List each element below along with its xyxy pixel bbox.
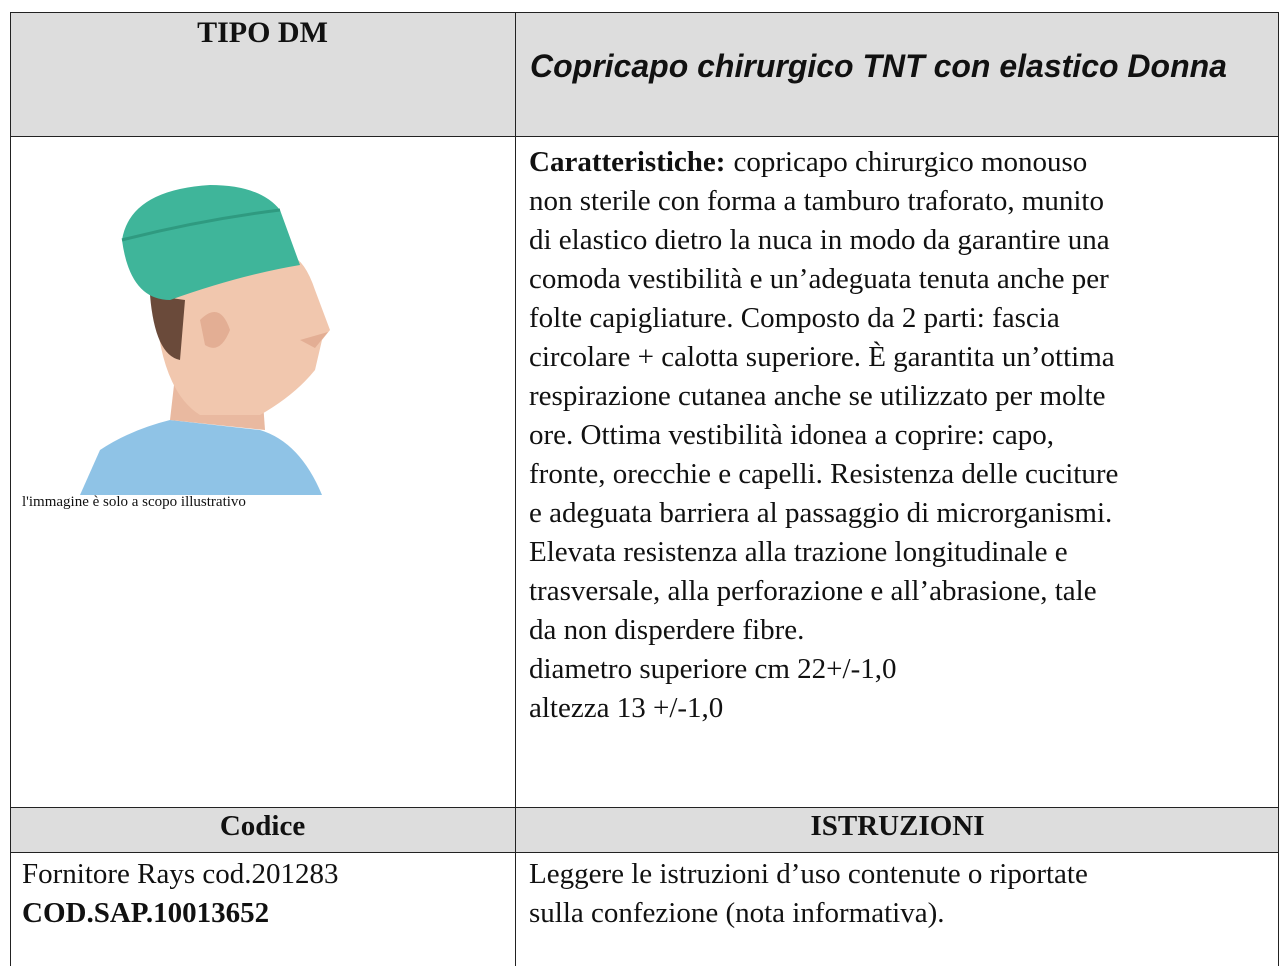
description-text: comoda vestibilità e un’adeguata tenuta … — [529, 263, 1109, 295]
description-line: di elastico dietro la nuca in modo da ga… — [529, 221, 1118, 260]
footer-header-right: ISTRUZIONI — [810, 810, 985, 842]
description-text: respirazione cutanea anche se utilizzato… — [529, 380, 1106, 412]
description-text: altezza 13 +/-1,0 — [529, 692, 724, 724]
description-text: fronte, orecchie e capelli. Resistenza d… — [529, 458, 1119, 490]
header-row — [10, 12, 1279, 136]
description-line: folte capigliature. Composto da 2 parti:… — [529, 299, 1118, 338]
description-label: Caratteristiche: — [529, 146, 726, 178]
border — [10, 852, 1279, 853]
border — [10, 12, 1279, 13]
instructions: Leggere le istruzioni d’uso contenute o … — [529, 855, 1088, 933]
description-text: circolare + calotta superiore. È garanti… — [529, 341, 1115, 373]
description-text: e adeguata barriera al passaggio di micr… — [529, 497, 1113, 529]
border — [515, 12, 516, 966]
description-line: comoda vestibilità e un’adeguata tenuta … — [529, 260, 1118, 299]
description-text: Elevata resistenza alla trazione longitu… — [529, 536, 1068, 568]
description-line: Elevata resistenza alla trazione longitu… — [529, 533, 1118, 572]
description-text: diametro superiore cm 22+/-1,0 — [529, 653, 897, 685]
description-text: ore. Ottima vestibilità idonea a coprire… — [529, 419, 1055, 451]
header-left: TIPO DM — [197, 16, 328, 49]
description-line: non sterile con forma a tamburo traforat… — [529, 182, 1118, 221]
description-line: Caratteristiche: copricapo chirurgico mon… — [529, 143, 1118, 182]
description-line: da non disperdere fibre. — [529, 611, 1118, 650]
description-text: copricapo chirurgico monouso — [733, 146, 1088, 178]
description: Caratteristiche: copricapo chirurgico mon… — [529, 143, 1118, 728]
image-caption: l'immagine è solo a scopo illustrativo — [22, 494, 246, 510]
footer-header-left: Codice — [219, 810, 306, 842]
sap-code: COD.SAP.10013652 — [22, 897, 270, 929]
supplier: Fornitore Rays cod.201283 — [22, 858, 339, 890]
border — [10, 807, 1279, 808]
description-line: ore. Ottima vestibilità idonea a coprire… — [529, 416, 1118, 455]
description-text: da non disperdere fibre. — [529, 614, 805, 646]
instructions-line: Leggere le istruzioni d’uso contenute o … — [529, 858, 1088, 890]
description-line: fronte, orecchie e capelli. Resistenza d… — [529, 455, 1118, 494]
border — [10, 136, 1279, 137]
description-line: altezza 13 +/-1,0 — [529, 689, 1118, 728]
description-line: respirazione cutanea anche se utilizzato… — [529, 377, 1118, 416]
description-line: e adeguata barriera al passaggio di micr… — [529, 494, 1118, 533]
product-image — [80, 185, 330, 495]
instructions-line: sulla confezione (nota informativa). — [529, 897, 945, 929]
description-text: folte capigliature. Composto da 2 parti:… — [529, 302, 1060, 334]
description-text: trasversale, alla perforazione e all’abr… — [529, 575, 1097, 607]
product-title: Copricapo chirurgico TNT con elastico Do… — [530, 48, 1227, 84]
description-text: di elastico dietro la nuca in modo da ga… — [529, 224, 1110, 256]
description-line: trasversale, alla perforazione e all’abr… — [529, 572, 1118, 611]
description-line: circolare + calotta superiore. È garanti… — [529, 338, 1118, 377]
description-line: diametro superiore cm 22+/-1,0 — [529, 650, 1118, 689]
description-text: non sterile con forma a tamburo traforat… — [529, 185, 1104, 217]
border — [10, 12, 11, 966]
footer-header-row — [10, 808, 1279, 852]
